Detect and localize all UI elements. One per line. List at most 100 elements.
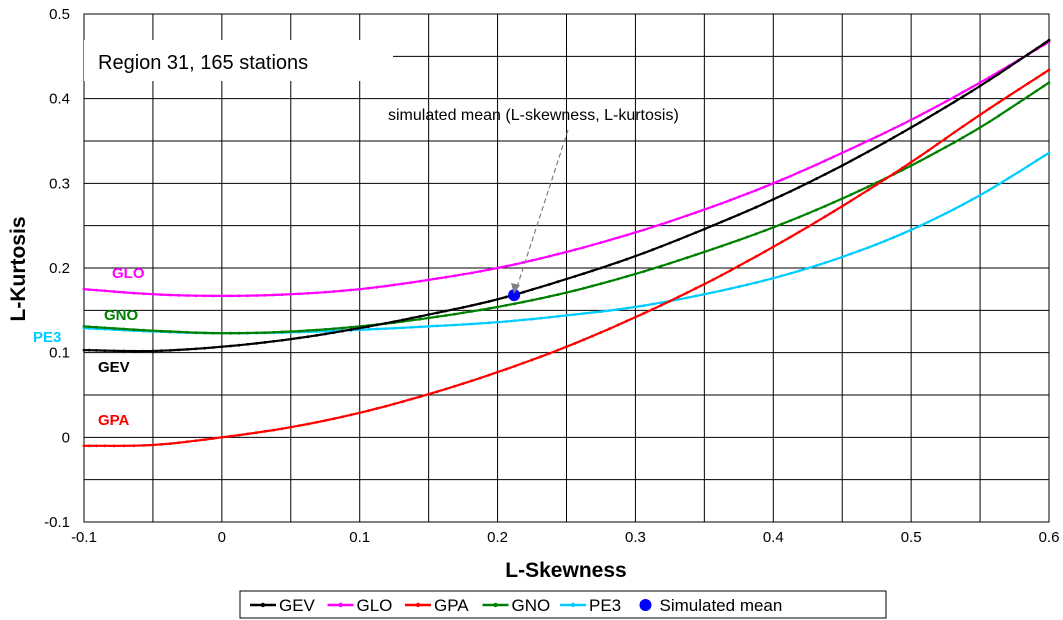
series-point xyxy=(763,201,767,205)
series-point xyxy=(573,341,577,345)
series-point xyxy=(82,325,86,328)
series-point xyxy=(1007,176,1011,180)
series-point xyxy=(711,291,715,294)
series-point xyxy=(418,279,422,283)
series-point xyxy=(263,331,267,334)
series-point xyxy=(487,321,491,325)
series-point xyxy=(815,163,818,167)
series-point xyxy=(186,348,189,351)
y-tick-label: 0 xyxy=(62,429,70,446)
series-point xyxy=(961,95,965,99)
series-point xyxy=(220,345,224,349)
series-point xyxy=(461,382,465,385)
series-point xyxy=(970,131,973,135)
series-point xyxy=(1035,47,1038,50)
series-point xyxy=(970,198,973,202)
series-point xyxy=(901,122,904,126)
series-point xyxy=(763,250,767,254)
series-point xyxy=(711,247,715,251)
series-point xyxy=(87,348,91,352)
series-point xyxy=(944,100,947,104)
series-point xyxy=(694,211,698,215)
series-point xyxy=(858,143,861,147)
series-point xyxy=(427,392,430,396)
series-point xyxy=(780,194,784,197)
series-point xyxy=(935,143,939,146)
series-point xyxy=(754,205,758,209)
series-point xyxy=(358,326,362,330)
series-point xyxy=(952,95,956,99)
series-point xyxy=(168,293,172,297)
series-point xyxy=(168,442,172,445)
series-point xyxy=(763,185,767,189)
series-point xyxy=(875,242,879,246)
series-point xyxy=(427,316,430,320)
series-point xyxy=(771,276,775,280)
series-point xyxy=(746,235,749,239)
series-point xyxy=(944,212,947,215)
simulated-mean-annotation: simulated mean (L-skewness, L-kurtosis) xyxy=(388,107,679,124)
series-point xyxy=(122,291,126,294)
y-tick-label: 0.5 xyxy=(49,6,70,23)
series-point xyxy=(246,294,250,298)
series-point xyxy=(651,225,655,229)
series-point xyxy=(703,250,706,254)
series-point xyxy=(530,259,534,262)
series-point xyxy=(866,139,870,143)
series-point xyxy=(909,164,913,168)
series-point xyxy=(892,126,896,130)
series-point xyxy=(504,320,508,323)
series-point xyxy=(160,349,163,353)
series-point xyxy=(1042,154,1046,158)
series-point xyxy=(616,308,620,311)
series-gpa xyxy=(82,68,1051,448)
series-point xyxy=(703,282,706,286)
series-point xyxy=(87,444,91,448)
x-tick-label: 0.1 xyxy=(349,529,370,546)
series-point xyxy=(384,327,387,330)
series-point xyxy=(599,310,603,313)
series-point xyxy=(444,275,448,279)
series-point xyxy=(978,81,982,84)
series-point xyxy=(487,307,491,310)
series-point xyxy=(539,355,543,359)
series-point xyxy=(866,246,870,250)
series-point xyxy=(246,342,250,346)
series-point xyxy=(901,166,904,170)
series-point xyxy=(470,271,474,275)
series-point xyxy=(659,303,663,307)
series-point xyxy=(1017,88,1021,91)
series-point xyxy=(565,314,568,317)
series-point xyxy=(677,298,680,301)
series-point xyxy=(160,442,163,446)
series-point xyxy=(332,417,336,421)
series-point xyxy=(410,318,413,322)
series-point xyxy=(323,419,327,422)
curve-label-gno: GNO xyxy=(104,307,139,324)
series-point xyxy=(375,327,379,331)
series-point xyxy=(211,294,215,298)
series-point xyxy=(625,257,629,261)
series-point xyxy=(625,319,629,323)
series-point xyxy=(668,261,672,265)
x-tick-label: 0.6 xyxy=(1039,529,1060,546)
series-point xyxy=(142,444,146,447)
series-point xyxy=(694,231,698,235)
series-point xyxy=(539,285,543,289)
series-point xyxy=(935,110,939,114)
series-point xyxy=(797,230,801,234)
series-point xyxy=(358,411,362,415)
series-point xyxy=(82,348,86,352)
series-point xyxy=(513,319,517,323)
series-point xyxy=(625,275,629,278)
series-point xyxy=(177,348,181,352)
series-point xyxy=(987,107,991,111)
series-point xyxy=(341,289,344,293)
series-point xyxy=(392,283,396,287)
series-point xyxy=(1035,76,1038,80)
series-point xyxy=(961,203,965,207)
series-point xyxy=(160,293,163,296)
series-point xyxy=(246,432,250,436)
y-tick-label: 0.1 xyxy=(49,345,70,362)
